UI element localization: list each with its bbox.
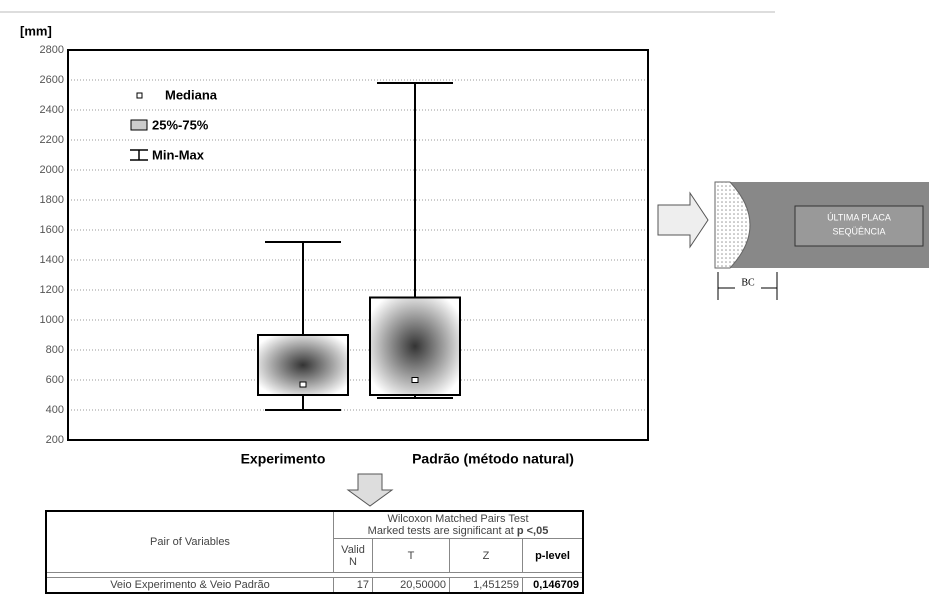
legend-box-icon [131,120,147,130]
chart: [mm] 200 400 600 800 1000 1200 1400 1600 1800 200… [0,0,929,508]
y-tick-label: 2200 [40,134,64,146]
y-tick-label: 400 [46,404,64,416]
note: Marked tests are significant at [368,525,517,537]
arrow-down [348,474,392,506]
y-tick-label: 1400 [40,254,64,266]
y-tick-label: 2600 [40,74,64,86]
col-header: Z [450,539,523,573]
legend-label: 25%-75% [152,117,209,132]
col-header: Valid N [334,539,373,573]
cell: 0,146709 [523,578,584,594]
y-tick-label: 2800 [40,44,64,56]
page: [mm] 200 400 600 800 1000 1200 1400 1600 1800 200… [0,0,929,615]
label-line: ÚLTIMA PLACA [827,212,891,222]
note-emphasis: p <,05 [517,525,549,537]
cell: 17 [334,578,373,594]
y-tick-label: 2000 [40,164,64,176]
y-tick-label: 1800 [40,194,64,206]
median [412,378,418,383]
y-tick-label: 1200 [40,284,64,296]
y-tick-label: 600 [46,374,64,386]
x-tick-label: Experimento [241,451,326,467]
y-tick-label: 800 [46,344,64,356]
y-axis-label: [mm] [20,23,52,38]
dim-label: BC [741,277,755,288]
col-header: T [373,539,450,573]
y-tick-label: 200 [46,434,64,446]
title: Wilcoxon Matched Pairs Test [387,513,528,525]
col-header: Pair of Variables [46,511,334,573]
x-tick-label: Padrão (método natural) [412,451,574,467]
cell: 20,50000 [373,578,450,594]
median [300,382,306,387]
y-tick-label: 1000 [40,314,64,326]
cell: Veio Experimento & Veio Padrão [46,578,334,594]
stats-table: Pair of Variables Wilcoxon Matched Pairs… [45,510,584,594]
legend-label: Min-Max [152,147,205,162]
cell: 1,451259 [450,578,523,594]
legend-whisker-icon [130,150,148,160]
y-tick-label: 1600 [40,224,64,236]
label-line: SEQÜÊNCIA [832,226,885,236]
col-header: p-level [523,539,584,573]
plot-frame [68,50,648,440]
legend-median-icon [137,93,142,98]
arrow-right [658,193,708,247]
y-tick-label: 2400 [40,104,64,116]
legend-label: Mediana [165,87,218,102]
